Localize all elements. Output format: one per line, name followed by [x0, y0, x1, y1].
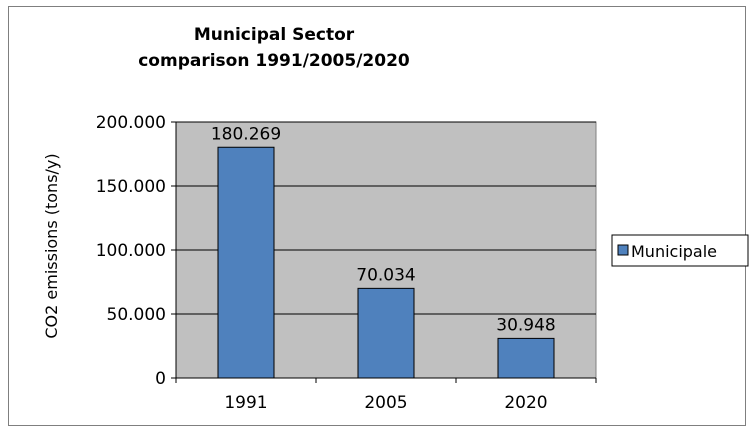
legend-swatch [617, 244, 629, 256]
y-tick-label: 150.000 [96, 177, 166, 197]
data-label-1991: 180.269 [211, 124, 281, 144]
x-axis: 1991 2005 2020 [175, 377, 597, 413]
data-label-2020: 30.948 [496, 315, 555, 335]
legend-label: Municipale [631, 242, 717, 261]
legend: Municipale [611, 234, 749, 267]
bar-2005 [357, 287, 415, 379]
bar-1991 [217, 146, 275, 379]
x-tick-label-1991: 1991 [224, 393, 267, 413]
x-tick-label-2020: 2020 [504, 393, 547, 413]
chart-title-line-2: comparison 1991/2005/2020 [138, 51, 410, 71]
y-tick-label: 0 [155, 369, 166, 389]
y-axis-title: CO2 emissions (tons/y) [42, 153, 61, 338]
y-tick-label: 200.000 [96, 113, 166, 133]
chart-title-line-1: Municipal Sector [194, 25, 355, 45]
bar-2020 [497, 337, 555, 379]
y-axis: 0 50.000 100.000 150.000 200.000 [96, 113, 177, 389]
y-tick-label: 50.000 [107, 305, 166, 325]
bars [217, 146, 555, 379]
data-labels: 180.269 70.034 30.948 [211, 124, 556, 335]
y-tick-label: 100.000 [96, 241, 166, 261]
data-label-2005: 70.034 [356, 265, 415, 285]
x-tick-label-2005: 2005 [364, 393, 407, 413]
legend-box [611, 234, 749, 267]
